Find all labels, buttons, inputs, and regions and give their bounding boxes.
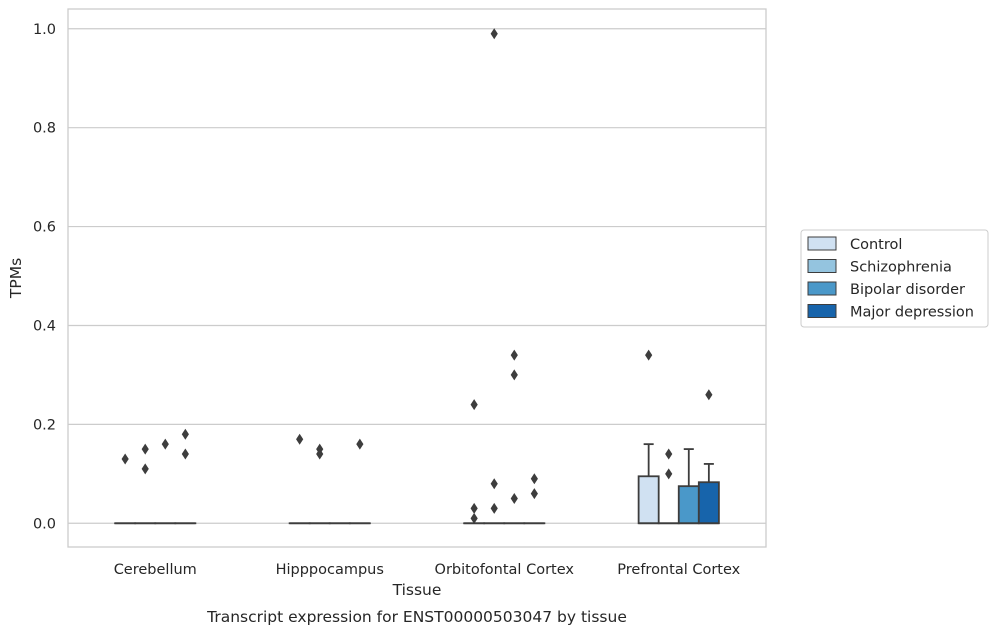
- outlier-point: [121, 453, 129, 465]
- box-major-depression: [523, 473, 546, 525]
- legend-swatch: [807, 281, 837, 296]
- legend-swatch: [807, 236, 837, 251]
- box-control: [288, 433, 311, 525]
- x-tick-label: Prefrontal Cortex: [617, 562, 740, 578]
- outlier-point: [510, 493, 518, 505]
- legend-swatch: [807, 259, 837, 273]
- outlier-point: [530, 473, 538, 485]
- outlier-point: [490, 28, 498, 40]
- box-bipolar-disorder: [503, 349, 526, 525]
- y-tick-label: 0.4: [33, 318, 56, 334]
- y-axis-label: TPMs: [7, 258, 25, 299]
- legend-entry: Bipolar disorder: [807, 281, 965, 298]
- x-tick-label: Hipppocampus: [276, 562, 384, 578]
- legend-label: Major depression: [850, 305, 974, 321]
- y-tick-label: 0.8: [33, 121, 56, 137]
- outlier-point: [470, 399, 478, 411]
- outlier-point: [316, 448, 324, 460]
- legend: Control Schizophrenia Bipolar disorder Majo…: [800, 229, 989, 328]
- chart-caption: Transcript expression for ENST0000050304…: [206, 608, 627, 626]
- x-axis-label: Tissue: [392, 581, 442, 599]
- outlier-point: [181, 448, 189, 460]
- box-control: [463, 399, 486, 525]
- y-tick-label: 0.2: [33, 417, 56, 433]
- y-tick-labels: 0.0 0.2 0.4 0.6 0.8 1.0: [33, 22, 56, 532]
- legend-entry: Schizophrenia: [807, 259, 952, 276]
- legend-frame: [800, 229, 989, 328]
- outlier-point: [665, 468, 673, 480]
- box-major-depression: [697, 389, 720, 525]
- y-tick-label: 0.6: [33, 220, 56, 236]
- box-body: [697, 481, 720, 525]
- box-control: [637, 349, 660, 525]
- legend-swatch: [807, 304, 837, 318]
- outlier-point: [296, 433, 304, 445]
- legend-entry: Major depression: [807, 304, 974, 321]
- outlier-point: [665, 448, 673, 460]
- box-body: [637, 475, 660, 525]
- outlier-point: [470, 502, 478, 514]
- outlier-point: [510, 369, 518, 381]
- box-plot-marks: [114, 28, 720, 525]
- legend-entry: Control: [807, 236, 902, 253]
- outlier-point: [141, 443, 149, 455]
- outlier-point: [510, 349, 518, 361]
- box-major-depression: [348, 438, 371, 525]
- outlier-point: [490, 478, 498, 490]
- y-tick-label: 0.0: [33, 516, 56, 532]
- outlier-point: [161, 438, 169, 450]
- box-body: [677, 485, 700, 525]
- outlier-point: [490, 502, 498, 514]
- outlier-point: [705, 389, 713, 401]
- outlier-point: [181, 428, 189, 440]
- x-tick-label: Cerebellum: [114, 562, 197, 578]
- plot-frame: [67, 8, 767, 548]
- x-tick-labels: Cerebellum Hipppocampus Orbitofontal Corte…: [114, 562, 741, 578]
- outlier-point: [645, 349, 653, 361]
- legend-label: Bipolar disorder: [850, 282, 965, 298]
- x-tick-label: Orbitofontal Cortex: [435, 562, 575, 578]
- y-tick-label: 1.0: [33, 22, 56, 38]
- box-schizophrenia: [657, 448, 680, 525]
- outlier-point: [530, 488, 538, 500]
- outlier-point: [356, 438, 364, 450]
- outlier-point: [470, 512, 478, 524]
- legend-label: Control: [850, 237, 902, 253]
- outlier-point: [141, 463, 149, 475]
- box-major-depression: [174, 428, 197, 525]
- legend-label: Schizophrenia: [850, 260, 952, 276]
